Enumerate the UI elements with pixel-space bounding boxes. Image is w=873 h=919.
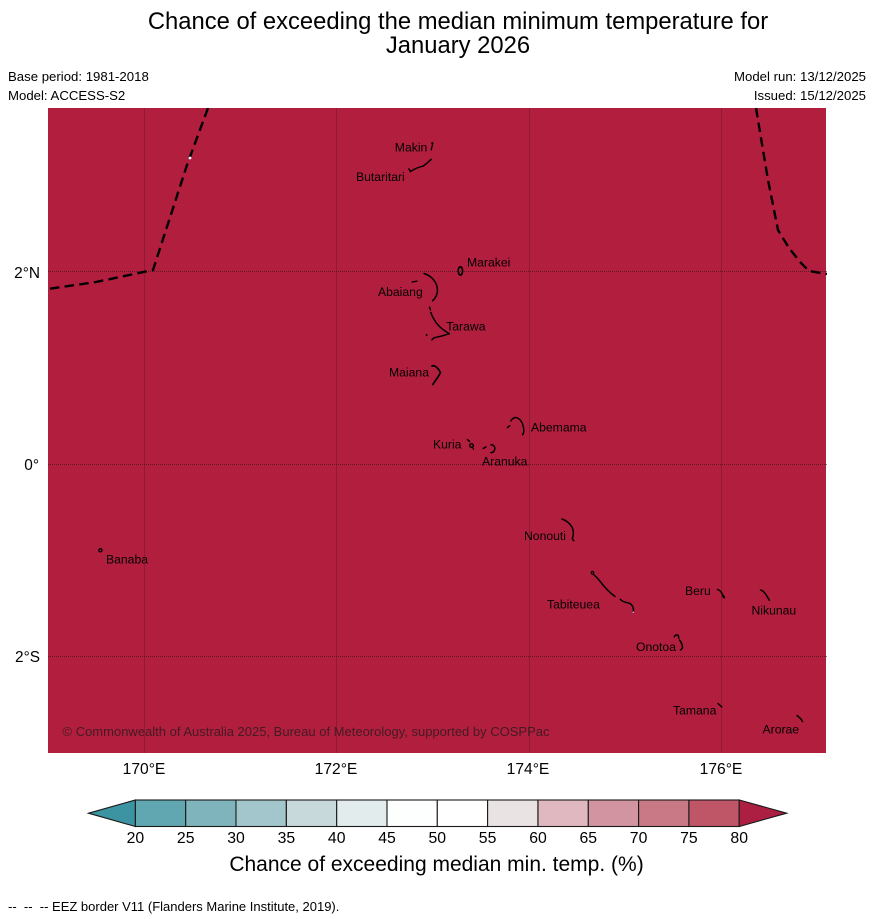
svg-text:Abaiang: Abaiang xyxy=(378,285,423,299)
svg-text:Maiana: Maiana xyxy=(389,366,429,380)
svg-text:© Commonwealth of Australia 20: © Commonwealth of Australia 2025, Bureau… xyxy=(62,724,549,739)
svg-text:80: 80 xyxy=(730,830,748,847)
svg-text:70: 70 xyxy=(630,830,648,847)
svg-text:Abemama: Abemama xyxy=(531,421,587,435)
svg-text:Makin: Makin xyxy=(394,140,427,154)
svg-text:60: 60 xyxy=(529,830,547,847)
svg-text:Nikunau: Nikunau xyxy=(751,604,796,618)
svg-text:Tarawa: Tarawa xyxy=(446,319,486,333)
svg-text:50: 50 xyxy=(429,830,447,847)
svg-text:Tamana: Tamana xyxy=(673,704,717,718)
svg-text:Butaritari: Butaritari xyxy=(356,170,405,184)
svg-text:25: 25 xyxy=(177,830,195,847)
svg-text:Nonouti: Nonouti xyxy=(524,529,566,543)
svg-text:Aranuka: Aranuka xyxy=(482,455,528,469)
svg-text:Onotoa: Onotoa xyxy=(636,640,676,654)
svg-text:65: 65 xyxy=(580,830,598,847)
svg-text:30: 30 xyxy=(227,830,245,847)
svg-text:Banaba: Banaba xyxy=(106,553,148,567)
svg-text:Arorae: Arorae xyxy=(762,723,799,737)
svg-text:55: 55 xyxy=(479,830,497,847)
svg-text:45: 45 xyxy=(378,830,396,847)
svg-text:75: 75 xyxy=(680,830,698,847)
svg-text:40: 40 xyxy=(328,830,346,847)
svg-text:20: 20 xyxy=(127,830,145,847)
svg-text:Beru: Beru xyxy=(685,584,711,598)
svg-text:Kuria: Kuria xyxy=(433,438,462,452)
svg-text:35: 35 xyxy=(278,830,296,847)
svg-text:Marakei: Marakei xyxy=(467,256,510,270)
svg-text:Tabiteuea: Tabiteuea xyxy=(547,598,600,612)
